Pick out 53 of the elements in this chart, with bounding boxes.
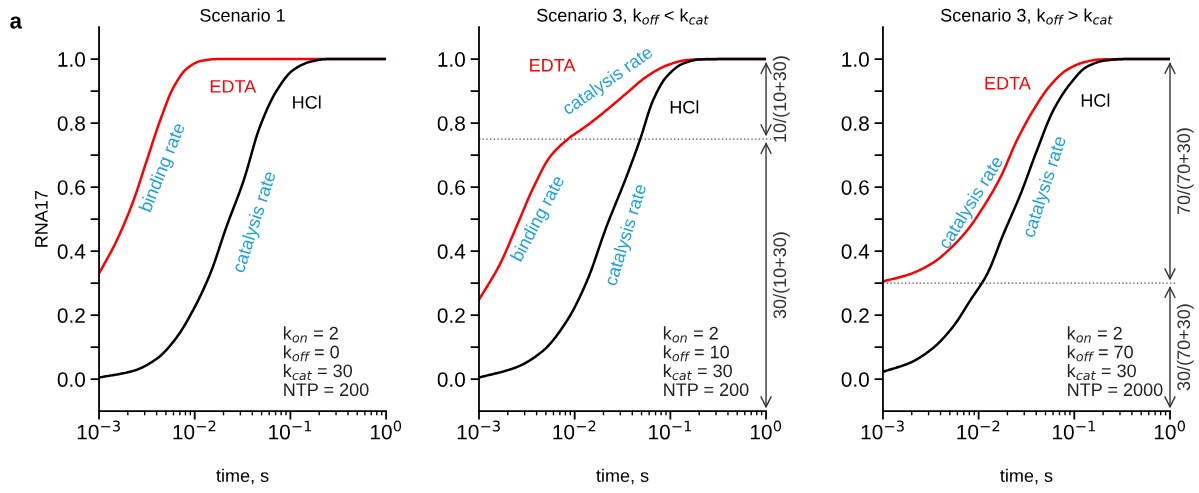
series-label: HCl xyxy=(670,100,699,114)
text: 30/(70+30) xyxy=(1176,304,1194,391)
y-tick-label: 0.4 xyxy=(57,244,86,259)
x-axis-title: time, s xyxy=(216,468,269,485)
x-tick-label: 10$^{−2}$ xyxy=(553,420,596,440)
series-label: EDTA xyxy=(985,76,1031,90)
y-tick-label: 0.6 xyxy=(57,180,85,195)
y-tick-label: 0.2 xyxy=(841,308,869,323)
y-tick-label: 1.0 xyxy=(58,52,86,67)
series-label: HCl xyxy=(293,95,321,109)
x-tick-label: 10$^{0}$ xyxy=(1154,420,1185,440)
y-axis-title: RNA17 xyxy=(35,190,48,247)
y-tick-label: 0.0 xyxy=(57,372,86,387)
annotation: catalysis rate xyxy=(603,183,650,288)
y-tick-label: 0.8 xyxy=(437,116,465,131)
text: a xyxy=(10,16,23,29)
text: k$_{on}$ = 2 k$_{off}$ = 10 k$_{cat}$ = 30 NTP = 200 xyxy=(663,326,749,397)
annotation: catalysis rate xyxy=(1021,135,1070,240)
chart-title: Scenario 3, k$_{off}$ > k$_{cat}$ xyxy=(940,8,1113,25)
series-label: HCl xyxy=(1081,93,1110,107)
y-tick-label: 0.8 xyxy=(57,116,85,131)
y-tick-label: 0.0 xyxy=(841,372,869,387)
y-tick-label: 0.8 xyxy=(841,116,869,131)
text: 70/(70+30) xyxy=(1176,128,1194,215)
text: 10/(10+30) xyxy=(772,56,790,142)
x-tick-label: 10$^{−3}$ xyxy=(457,420,500,440)
x-tick-label: 10$^{−2}$ xyxy=(173,420,216,440)
y-tick-label: 0.6 xyxy=(437,180,465,195)
y-tick-label: 0.6 xyxy=(841,180,869,195)
x-tick-label: 10$^{−1}$ xyxy=(649,420,692,440)
text: 30/(10+30) xyxy=(772,232,790,319)
y-tick-label: 0.2 xyxy=(57,308,85,323)
x-tick-label: 10$^{−1}$ xyxy=(1053,420,1096,440)
y-tick-label: 1.0 xyxy=(438,52,465,67)
x-axis-title: time, s xyxy=(596,468,649,485)
annotation: catalysis rate xyxy=(231,170,280,275)
y-tick-label: 0.4 xyxy=(841,244,870,259)
x-axis-title: time, s xyxy=(1000,468,1053,485)
text: k$_{on}$ = 2 k$_{off}$ = 70 k$_{cat}$ = 30 NTP = 2000 xyxy=(1067,326,1163,397)
y-tick-label: 0.0 xyxy=(437,372,465,387)
chart-title: Scenario 3, k$_{off}$ < k$_{cat}$ xyxy=(537,8,709,25)
y-tick-label: 0.2 xyxy=(437,308,465,323)
x-tick-label: 10$^{−1}$ xyxy=(269,420,312,440)
y-tick-label: 1.0 xyxy=(842,52,869,67)
x-tick-label: 10$^{−3}$ xyxy=(77,420,120,440)
x-tick-label: 10$^{−2}$ xyxy=(957,420,1000,440)
series-label: EDTA xyxy=(210,80,257,93)
x-tick-label: 10$^{0}$ xyxy=(371,420,402,440)
chart-title: Scenario 1 xyxy=(200,8,285,22)
y-tick-label: 0.4 xyxy=(437,244,466,259)
x-tick-label: 10$^{−3}$ xyxy=(861,420,904,440)
x-tick-label: 10$^{0}$ xyxy=(750,420,782,440)
text: k$_{on}$ = 2 k$_{off}$ = 0 k$_{cat}$ = 30 NTP = 200 xyxy=(283,326,369,397)
